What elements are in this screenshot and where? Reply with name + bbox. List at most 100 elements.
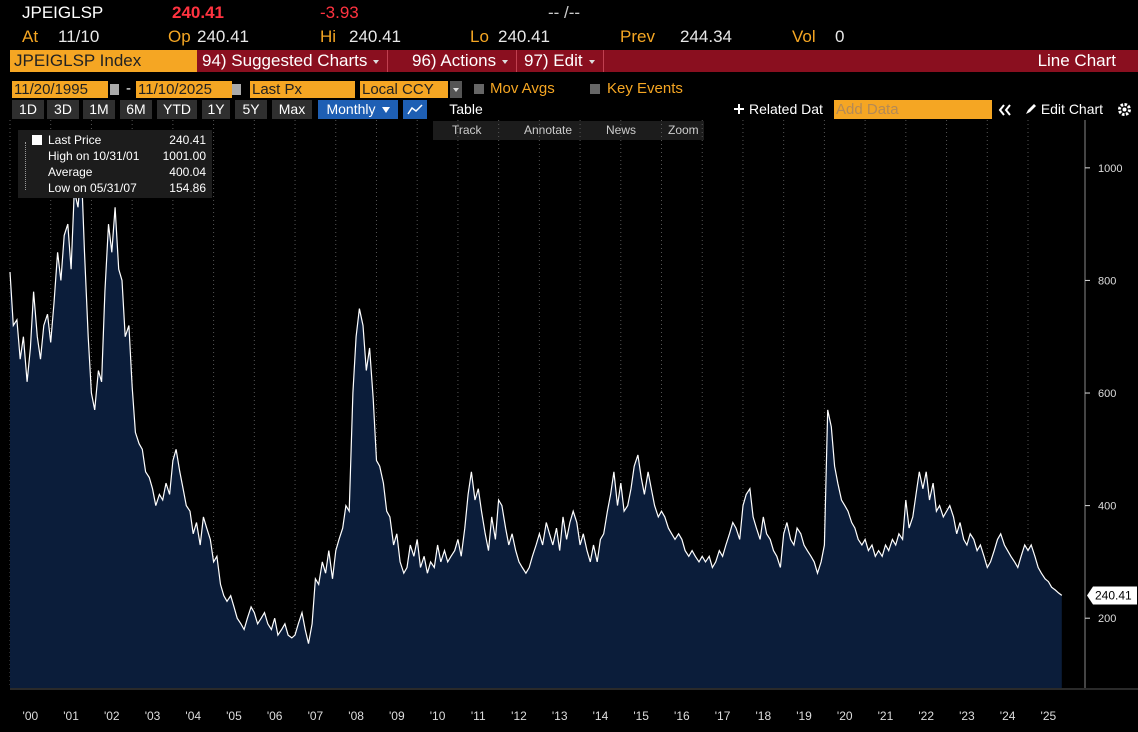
line [9,167,1063,644]
tool-button[interactable]: News [606,123,637,137]
edit-chart[interactable]: Edit Chart [1020,100,1108,119]
x-tick-label: '18 [755,709,771,723]
settings-icon[interactable] [1117,102,1132,117]
label: Vol [792,27,816,46]
price-tag: 240.41 [1095,588,1132,602]
dropdown[interactable] [450,81,462,98]
y-tick-label: 600 [1098,388,1116,400]
legend-label: Average [48,165,93,179]
frequency[interactable]: Monthly [318,100,398,119]
label: At [22,27,39,46]
menu[interactable]: 97) Edit [524,50,604,72]
label: Op [168,27,191,46]
value: 11/10 [58,27,100,46]
period-button[interactable]: 3D [47,100,79,119]
period-button[interactable]: 5Y [235,100,267,119]
menu[interactable]: 96) Actions [412,50,518,72]
x-tick-label: '16 [674,709,690,723]
x-tick-label: '12 [511,709,527,723]
edit-chart-label: Edit Chart [1040,101,1104,117]
value: 240.41 [197,27,249,46]
area [10,167,1062,689]
x-tick-label: '03 [145,709,161,723]
related-label: Related Dat [748,101,823,117]
x-tick-label: '14 [593,709,609,723]
x-tick-label: '13 [552,709,568,723]
start-date[interactable]: 11/20/1995 [12,81,108,98]
view[interactable]: Line Chart [1037,51,1116,70]
label: Hi [320,27,337,46]
x-tick-label: '10 [430,709,446,723]
chart-icon[interactable] [403,100,427,119]
legend-label: High on 10/31/01 [48,149,140,163]
legend-value: 400.04 [169,165,206,179]
mov-avgs[interactable]: Mov Avgs [490,80,555,97]
x-tick-label: '01 [63,709,79,723]
y-tick-label: 1000 [1098,163,1122,175]
legend-label: Last Price [48,133,102,147]
legend-value: 1001.00 [162,149,206,163]
period-button[interactable]: YTD [157,100,197,119]
period-button[interactable]: 1M [83,100,115,119]
legend: Last Price 240.41 High on 10/31/01 1001.00 A… [18,130,212,198]
value: 0 [835,27,845,46]
period-button[interactable]: 1D [12,100,44,119]
separator: - [126,80,131,97]
key-events[interactable]: Key Events [607,80,683,97]
x-tick-label: '19 [796,709,812,723]
x-tick-label: '25 [1041,709,1057,723]
collapse-icon[interactable] [998,103,1012,117]
end-date[interactable]: 11/10/2025 [136,81,232,98]
change: -3.93 [320,3,359,22]
tool-bar [433,121,704,140]
x-tick-label: '08 [348,709,364,723]
x-tick-label: '06 [267,709,283,723]
icon [407,104,423,115]
security[interactable]: JPEIGLSP Index [10,50,197,72]
x-tick-label: '05 [226,709,242,723]
ticker: JPEIGLSP [22,3,104,22]
menu-label: 96) Actions [412,51,497,70]
frequency-label: Monthly [326,101,376,117]
period-button[interactable]: 1Y [202,100,230,119]
x-tick-label: '09 [389,709,405,723]
checkbox[interactable] [590,84,600,94]
currency[interactable]: Local CCY [360,81,448,98]
tool-button[interactable]: Zoom [668,123,699,137]
value: 244.34 [680,27,732,46]
menu[interactable]: 94) Suggested Charts [202,50,389,72]
price-tag-box [1087,586,1137,605]
period-button[interactable]: 6M [120,100,152,119]
legend-connector [25,142,27,190]
table[interactable]: Table [436,100,496,119]
calendar-icon[interactable] [232,84,241,95]
field[interactable]: Last Px [250,81,355,98]
legend-value: 154.86 [169,181,206,195]
legend-value: 240.41 [169,133,206,147]
tool-button[interactable]: Track [452,123,482,137]
period-button[interactable]: Max [272,100,312,119]
x-tick-label: '24 [1000,709,1016,723]
menu-label: 94) Suggested Charts [202,51,368,70]
y-tick-label: 400 [1098,501,1116,513]
add-data-input[interactable]: Add Data [834,100,992,119]
value: 240.41 [498,27,550,46]
x-tick-label: '00 [23,709,39,723]
calendar-icon[interactable] [110,84,119,95]
related-data[interactable]: Related Dat [728,100,828,119]
legend-swatch [32,135,42,145]
x-tick-label: '02 [104,709,120,723]
x-tick-label: '22 [918,709,934,723]
last-price: 240.41 [172,3,224,22]
x-tick-label: '04 [185,709,201,723]
x-tick-label: '23 [959,709,975,723]
legend-label: Low on 05/31/07 [48,181,137,195]
menu-label: 97) Edit [524,51,583,70]
x-tick-label: '21 [878,709,894,723]
checkbox[interactable] [474,84,484,94]
y-tick-label: 200 [1098,613,1116,625]
x-tick-label: '11 [471,709,486,723]
tool-button[interactable]: Annotate [524,123,573,137]
pencil-icon [1025,104,1036,114]
